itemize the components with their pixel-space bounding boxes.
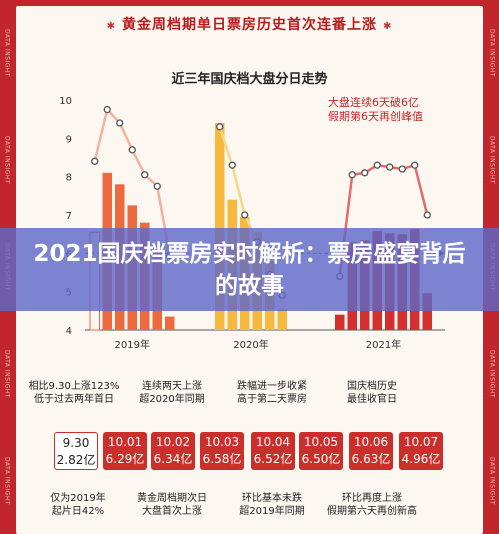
day-date: 9.30 — [62, 436, 90, 450]
trend-point — [241, 211, 249, 219]
bar — [277, 308, 287, 330]
day-date: 10.04 — [255, 435, 291, 449]
caption-top: 国庆档历史 最佳收官日 — [347, 381, 397, 405]
trend-point — [128, 146, 136, 154]
trend-point — [103, 105, 111, 114]
star-icon: ✱ — [383, 21, 393, 32]
watermark-text: DATA INSIGHT — [488, 29, 496, 78]
bar — [215, 123, 225, 330]
caption-bottom: 环比再度上涨 假期第六天再创新高 — [327, 493, 417, 517]
bar — [422, 293, 432, 330]
watermark-text: DATA INSIGHT — [488, 136, 496, 185]
day-date: 10.07 — [403, 435, 439, 449]
watermark-text: DATA INSIGHT — [3, 349, 11, 398]
group-label: 2019年 — [115, 338, 150, 351]
day-box: 10.06 6.63亿 — [349, 432, 393, 470]
overlay-title: 2021国庆档票房实时解析：票房盛宴背后的故事 — [33, 240, 466, 299]
bar — [165, 316, 175, 330]
day-box: 10.07 4.96亿 — [399, 432, 443, 470]
trend-point — [141, 171, 149, 179]
caption-top: 相比9.30上涨123% 低于过去两年首日 — [28, 381, 120, 405]
chart-title: 近三年国庆档大盘分日走势 — [171, 72, 328, 87]
bar — [335, 314, 345, 330]
caption-bottom: 黄金周档期次日 大盘首次上涨 — [137, 493, 207, 517]
trend-point — [153, 182, 161, 190]
header-title: ✱ 黄金周档期单日票房历史首次连番上涨 ✱ — [16, 14, 483, 34]
day-date: 10.03 — [204, 435, 240, 449]
day-value: 6.63亿 — [351, 452, 391, 466]
day-value: 6.34亿 — [153, 452, 193, 466]
day-date: 10.06 — [353, 435, 389, 449]
trend-point — [423, 211, 431, 219]
y-tick-label: 10 — [59, 96, 72, 107]
day-value: 4.96亿 — [401, 452, 441, 466]
day-value: 6.50亿 — [301, 452, 341, 466]
watermark-text: DATA INSIGHT — [3, 29, 11, 78]
y-tick-label: 9 — [66, 134, 72, 145]
day-box: 9.30 2.82亿 — [54, 432, 98, 470]
watermark-text: DATA INSIGHT — [488, 349, 496, 398]
day-value: 6.58亿 — [202, 452, 242, 466]
trend-point — [373, 161, 381, 169]
caption-bottom: 环比基本未跌 超2019年同期 — [239, 493, 305, 517]
day-box: 10.01 6.29亿 — [103, 432, 147, 470]
day-box: 10.03 6.58亿 — [200, 432, 244, 470]
annotation-line: 假期第6天再创峰值 — [328, 110, 423, 123]
trend-point — [398, 165, 406, 173]
trend-point — [116, 119, 124, 127]
trend-point — [411, 161, 419, 169]
day-box: 10.04 6.52亿 — [251, 432, 295, 470]
caption-bottom: 仅为2019年 起片日42% — [50, 493, 106, 517]
chart-annotation: 大盘连续6天破6亿 假期第6天再创峰值 — [328, 96, 423, 124]
day-box: 10.02 6.34亿 — [151, 432, 195, 470]
trend-point — [91, 157, 99, 165]
caption-top: 连续两天上涨 超2020年同期 — [139, 381, 205, 405]
day-date: 10.02 — [155, 435, 191, 449]
watermark-text: DATA INSIGHT — [488, 456, 496, 505]
header-text: 黄金周档期单日票房历史首次连番上涨 — [122, 17, 377, 33]
y-tick-label: 4 — [66, 326, 72, 337]
trend-point — [361, 169, 369, 177]
trend-point — [216, 123, 224, 131]
trend-point — [386, 163, 394, 171]
group-label: 2021年 — [366, 338, 401, 351]
day-box: 10.05 6.50亿 — [299, 432, 343, 470]
day-value: 6.29亿 — [105, 452, 145, 466]
y-tick-label: 8 — [66, 173, 72, 184]
star-icon: ✱ — [106, 21, 116, 32]
y-tick-label: 7 — [66, 211, 72, 222]
caption-top: 跌幅进一步收紧 高于第二天票房 — [237, 381, 307, 405]
title-overlay: 2021国庆档票房实时解析：票房盛宴背后的故事 — [0, 228, 499, 311]
day-value: 2.82亿 — [56, 453, 96, 467]
day-value: 6.52亿 — [253, 452, 293, 466]
watermark-text: DATA INSIGHT — [3, 136, 11, 185]
watermark-text: DATA INSIGHT — [3, 456, 11, 505]
group-label: 2020年 — [233, 338, 268, 351]
day-date: 10.05 — [303, 435, 339, 449]
trend-point — [228, 161, 236, 169]
day-date: 10.01 — [107, 435, 143, 449]
trend-point — [348, 171, 356, 179]
annotation-line: 大盘连续6天破6亿 — [328, 96, 419, 109]
